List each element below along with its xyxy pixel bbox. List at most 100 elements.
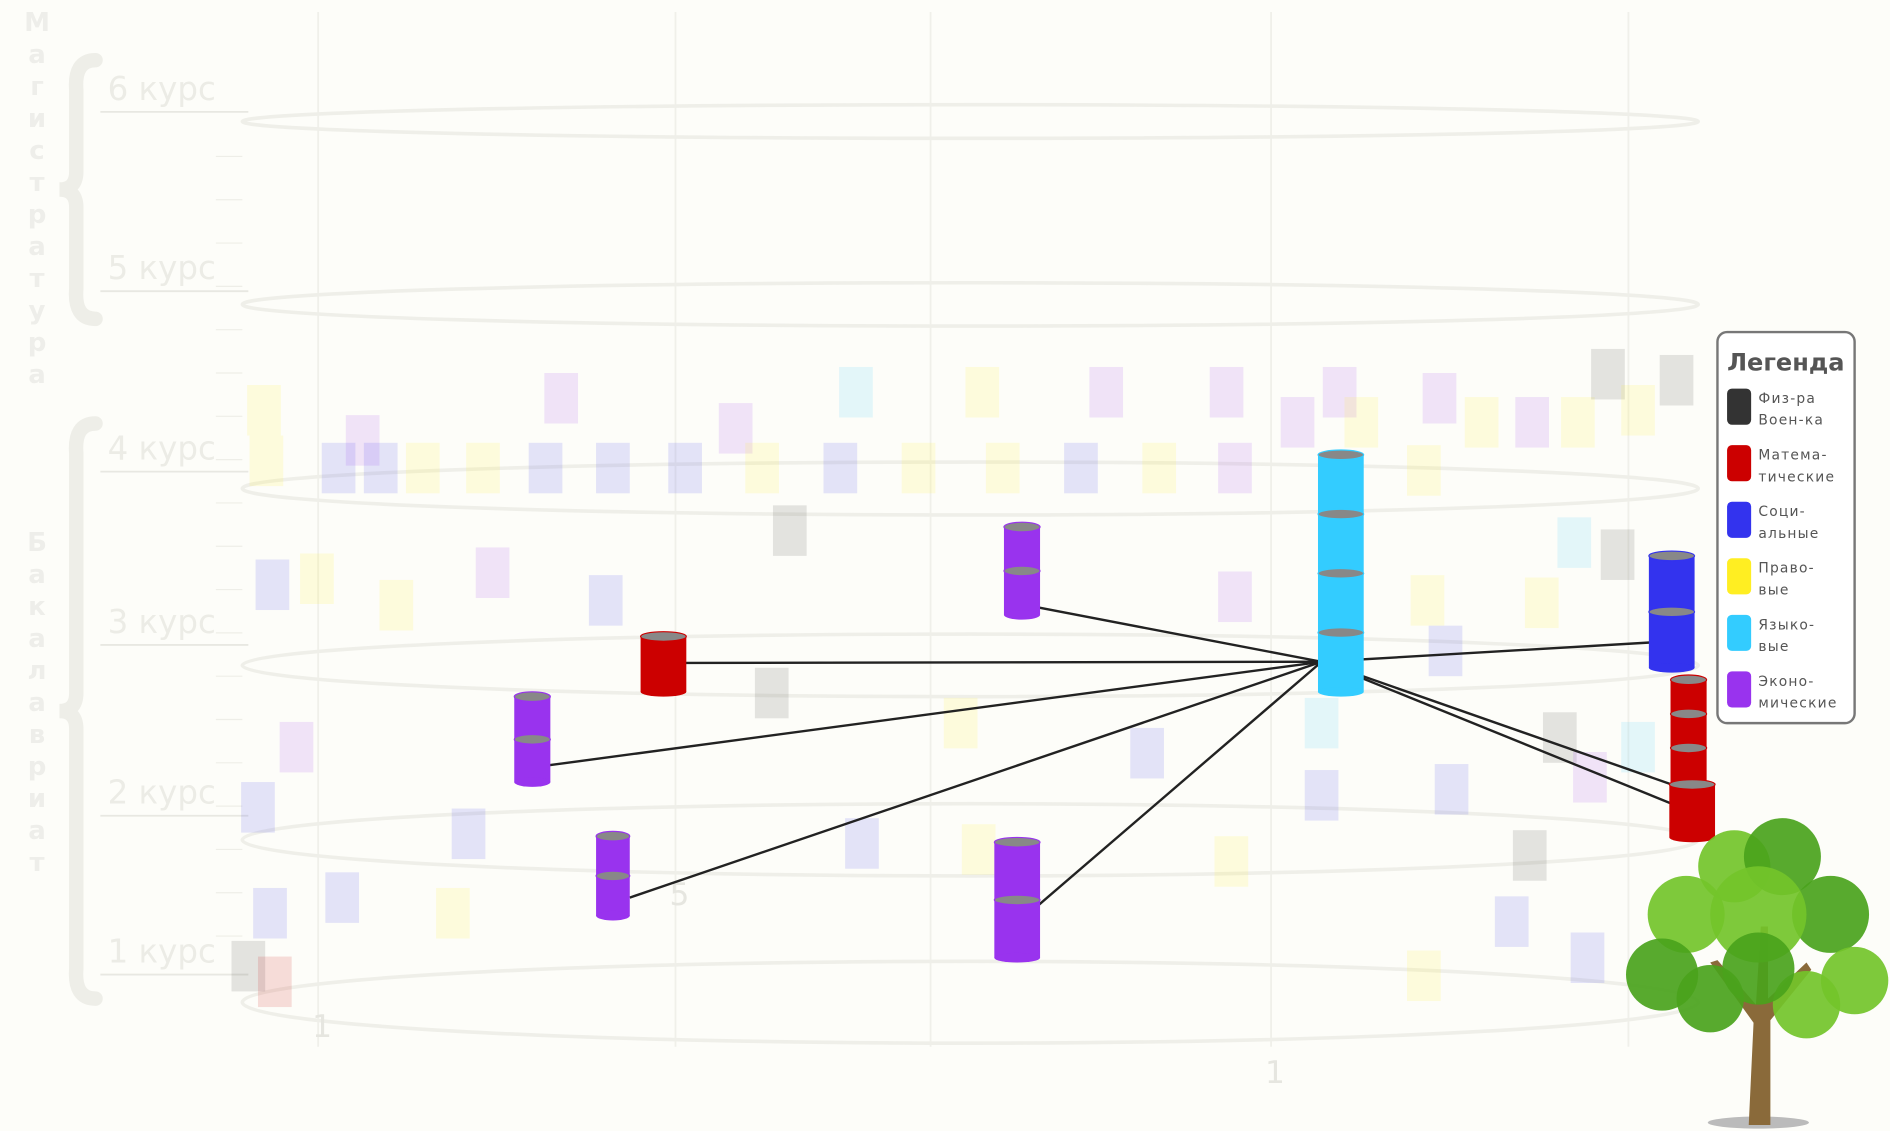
cylinder-body [1003, 526, 1041, 571]
legend-box [1716, 330, 1856, 725]
faint-block [1130, 727, 1164, 779]
connection [629, 660, 1322, 899]
faint-block [300, 553, 334, 605]
faint-block [901, 442, 936, 494]
level-ring [240, 102, 1701, 141]
legend-label: Соци- [1758, 504, 1806, 520]
cylinder-body [994, 842, 1041, 900]
tree-foliage [1792, 875, 1870, 953]
legend: Легенда Физ-ра Воен-ка Матема-тическиe Соци-… [1716, 330, 1856, 725]
cylinder-body [1317, 514, 1364, 574]
faint-block [1304, 770, 1339, 821]
faint-block [345, 415, 380, 466]
faint-block [247, 385, 281, 436]
faint-block [1214, 836, 1249, 887]
program-label: Бакалавриат [22, 528, 52, 880]
faint-block [1209, 366, 1244, 418]
legend-title: Легенда [1727, 349, 1844, 377]
faint-block [839, 366, 873, 418]
legend-swatch [1727, 614, 1752, 651]
cylinder-cap [1669, 674, 1708, 686]
legend-swatch [1727, 501, 1752, 538]
cylinder-cap [1317, 627, 1365, 638]
cylinder-bottom [514, 777, 551, 787]
faint-block [255, 559, 290, 611]
course-label: 3 курс [108, 603, 216, 641]
legend-label: Воен-ка [1758, 413, 1824, 429]
faint-block [772, 505, 807, 556]
cylinder-cap [513, 691, 551, 703]
faint-block [1494, 896, 1529, 947]
faint-block [249, 435, 284, 487]
faint-block [1561, 397, 1595, 448]
cylinder-bottom [1317, 687, 1364, 697]
cylinder-bottom [1003, 610, 1041, 620]
faint-block [1515, 397, 1550, 448]
faint-block [596, 442, 630, 494]
faint-block [1524, 577, 1559, 629]
faint-block [1512, 830, 1547, 881]
faint-block [466, 442, 500, 494]
course-label: 2 курс [108, 774, 216, 812]
course-label: 4 курс [108, 430, 216, 468]
cylinder-body [1317, 454, 1364, 515]
legend-label: Физ-ра [1758, 391, 1816, 407]
axis-label: 5 [669, 877, 689, 913]
legend-label: Эконо- [1758, 674, 1814, 690]
faint-block [1218, 442, 1252, 494]
tree-foliage [1772, 970, 1841, 1039]
cylinder-body [1670, 747, 1707, 783]
faint-block [1434, 764, 1469, 815]
cylinder-bottom [596, 910, 630, 921]
cylinder-body [640, 636, 687, 692]
tree-foliage [1722, 932, 1795, 1005]
axis-label: 1 [1265, 1055, 1285, 1091]
legend-label: Матема- [1758, 448, 1827, 464]
connection [1038, 606, 1322, 663]
faint-block [1428, 625, 1463, 677]
faint-block [1142, 442, 1177, 494]
faint-block [379, 579, 414, 631]
faint-block [845, 818, 879, 869]
level-ring [240, 460, 1701, 517]
cylinder-body [1669, 784, 1716, 838]
faint-block [528, 442, 563, 494]
cylinder-bottom [994, 952, 1041, 963]
faint-block [1089, 366, 1124, 418]
cylinder-body [596, 875, 630, 916]
legend-label: вые [1758, 582, 1789, 598]
tree-foliage [1710, 866, 1807, 963]
faint-block [1407, 445, 1441, 496]
cylinder-cap [1003, 521, 1041, 533]
faint-block [1464, 397, 1499, 448]
legend-label: тическиe [1758, 469, 1835, 485]
cylinder-cap [1317, 508, 1365, 520]
cylinder-body [1670, 713, 1707, 748]
faint-block [1322, 366, 1357, 418]
legend-label: мические [1758, 695, 1837, 711]
faint-block [1542, 712, 1577, 763]
faint-block [1218, 571, 1252, 623]
faint-block [1621, 385, 1655, 436]
cylinder-cap [595, 870, 631, 882]
cylinder-body [1003, 570, 1041, 615]
cylinder-cap [513, 733, 551, 745]
legend-swatch [1727, 671, 1752, 708]
course-label: 1 курс [108, 933, 216, 971]
cylinder-body [994, 899, 1041, 958]
cylinder-cap [993, 894, 1041, 906]
cylinder-body [514, 739, 551, 783]
cylinder-cap [993, 836, 1041, 848]
cylinder-cap [1003, 565, 1041, 577]
faint-block [1621, 721, 1655, 773]
level-ring [240, 280, 1701, 328]
faint-block [321, 442, 356, 494]
faint-block [588, 575, 623, 626]
connection [548, 660, 1322, 767]
axis-label: 1 [312, 1009, 332, 1045]
cylinder-cap [1668, 779, 1716, 790]
tree-icon [1626, 818, 1889, 1129]
foreground-layer: Легенда Физ-ра Воен-ка Матема-тическиe Соци-… [513, 330, 1889, 1129]
